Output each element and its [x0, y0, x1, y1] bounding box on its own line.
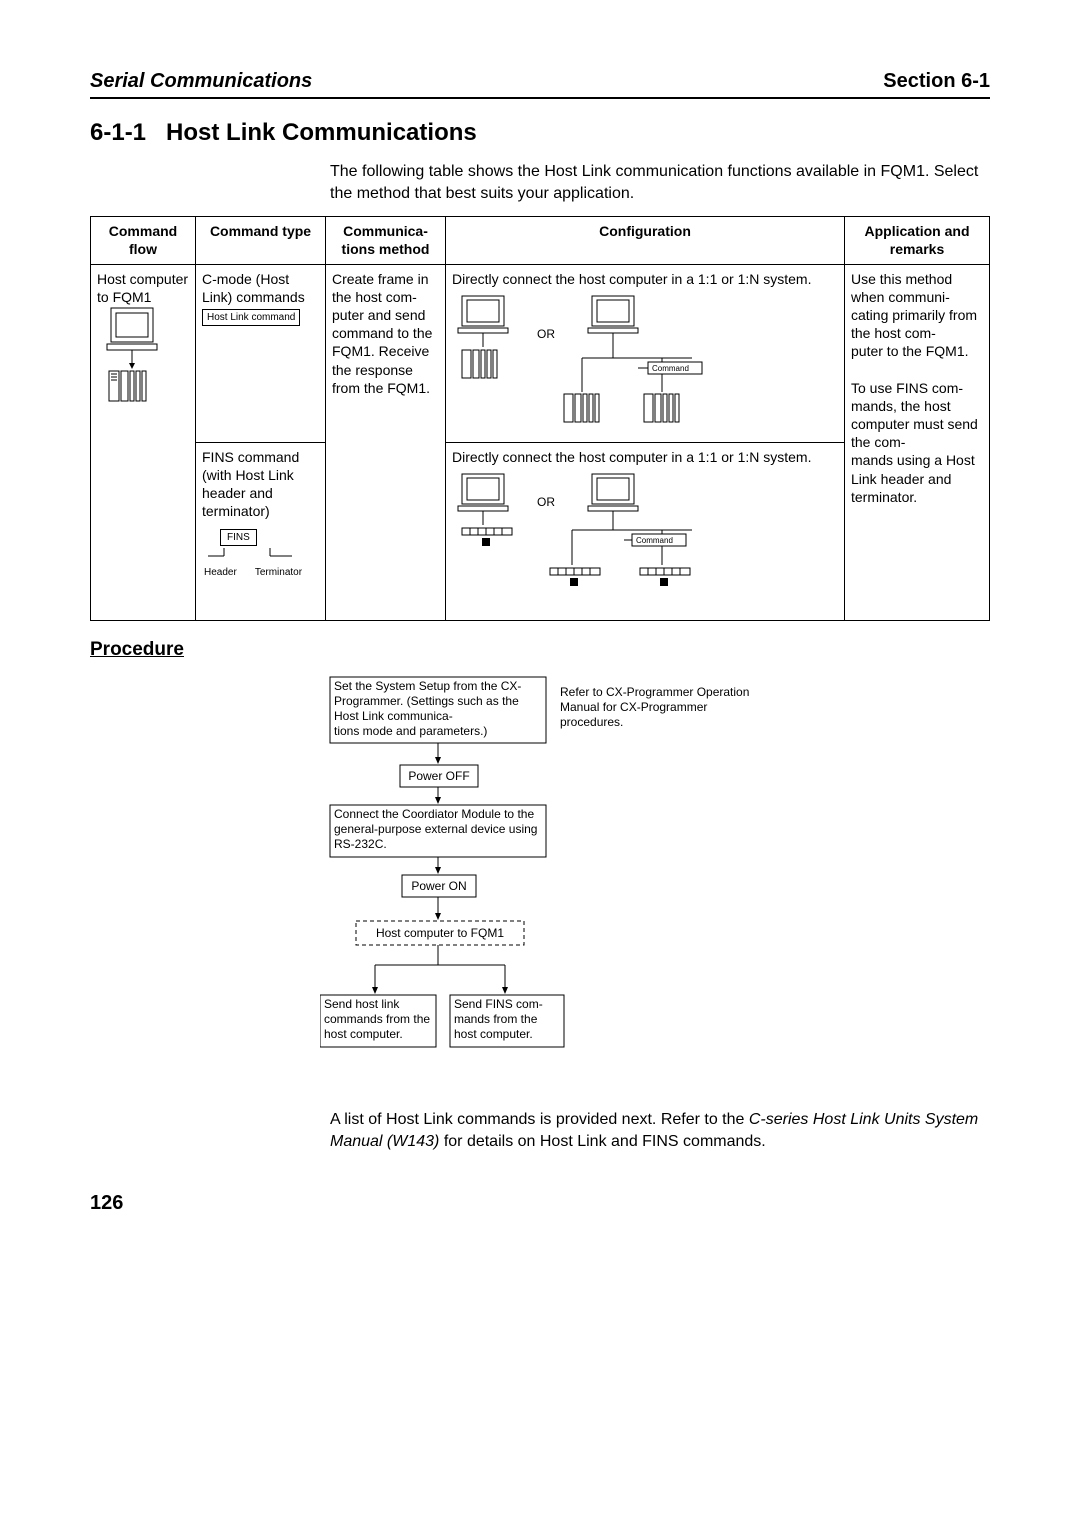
cell-ctype-2: FINS command (with Host Link header and …	[196, 442, 326, 620]
footer-paragraph: A list of Host Link commands is provided…	[330, 1109, 990, 1152]
th-configuration: Configuration	[446, 217, 845, 264]
proc-step6b: Send FINS com- mands from the host compu…	[454, 997, 560, 1042]
th-app-remarks: Application and remarks	[845, 217, 990, 264]
doc-header: Serial Communications Section 6-1	[90, 70, 990, 99]
header-left: Serial Communications	[90, 70, 312, 93]
host-link-cmd-box: Host Link command	[202, 309, 300, 326]
proc-step6a: Send host link commands from the host co…	[324, 997, 432, 1042]
proc-step5: Host computer to FQM1	[376, 926, 504, 940]
proc-step1: Set the System Setup from the CX-Program…	[334, 679, 542, 739]
svg-text:OR: OR	[537, 495, 555, 509]
cell-config-2: Directly connect the host computer in a …	[446, 442, 845, 620]
proc-step4: Power ON	[411, 879, 466, 893]
cell-ctype-1: C-mode (Host Link) commands Host Link co…	[196, 264, 326, 442]
page-number: 126	[90, 1192, 990, 1215]
th-comm-method: Communica- tions method	[326, 217, 446, 264]
section-title: 6-1-1 Host Link Communications	[90, 119, 990, 147]
th-command-flow: Command flow	[91, 217, 196, 264]
main-table: Command flow Command type Communica- tio…	[90, 216, 990, 621]
cell-command-flow: Host computer to FQM1	[91, 264, 196, 620]
proc-step3: Connect the Coordiator Module to the gen…	[334, 807, 542, 852]
proc-step2: Power OFF	[408, 769, 469, 783]
header-label: Header	[204, 566, 237, 579]
host-computer-icon	[97, 306, 177, 416]
terminator-label: Terminator	[255, 566, 302, 579]
header-right: Section 6-1	[883, 70, 990, 93]
or-label: OR	[537, 327, 555, 341]
procedure-heading: Procedure	[90, 639, 990, 661]
config-diagram-1: OR Command	[452, 292, 732, 437]
command-label: Command	[652, 364, 689, 373]
svg-text:Command: Command	[636, 536, 673, 545]
fins-box: FINS	[220, 529, 257, 546]
procedure-flowchart: Set the System Setup from the CX-Program…	[320, 675, 990, 1095]
th-command-type: Command type	[196, 217, 326, 264]
cell-app-remarks: Use this method when communi- cating pri…	[845, 264, 990, 620]
cell-config-1: Directly connect the host computer in a …	[446, 264, 845, 442]
proc-step1-note: Refer to CX-Programmer Operation Manual …	[560, 685, 760, 730]
config-diagram-2: OR Command	[452, 470, 732, 615]
fins-connector	[202, 548, 302, 566]
cell-comm-method: Create frame in the host com- puter and …	[326, 264, 446, 620]
intro-paragraph: The following table shows the Host Link …	[330, 161, 990, 204]
